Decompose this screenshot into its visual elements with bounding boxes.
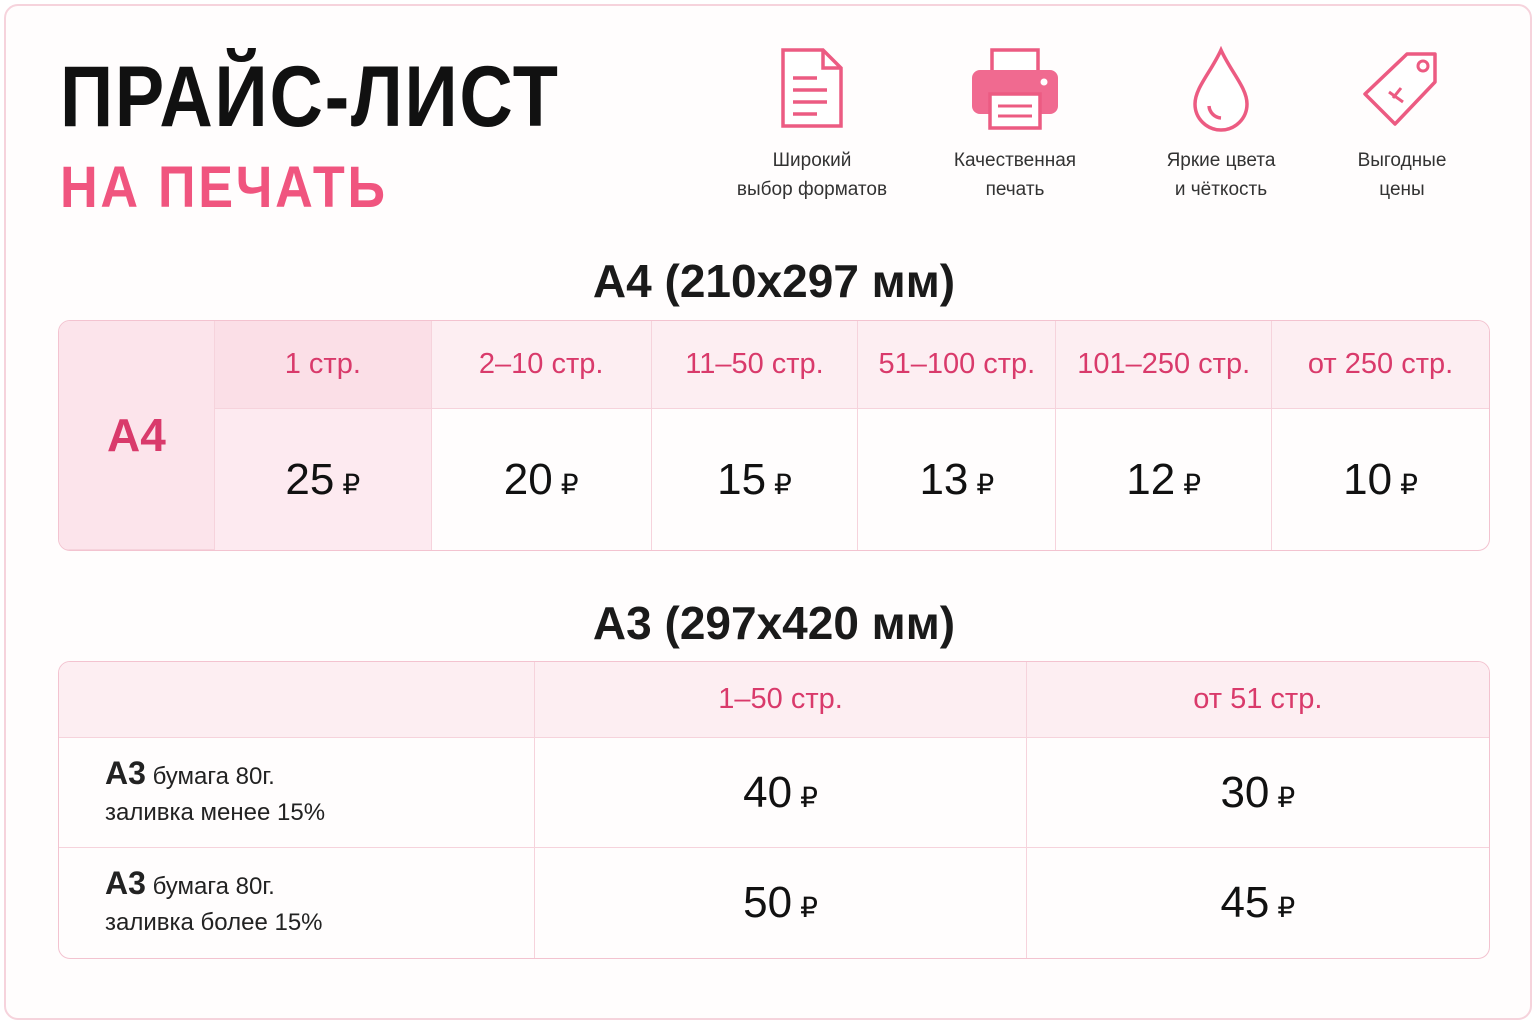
price-value: 15 [717, 454, 767, 504]
title: ПРАЙС-ЛИСТ [60, 49, 560, 145]
icon-printer [972, 48, 1058, 130]
header-cell: 1 стр. [214, 321, 432, 409]
price-cell: 15 ₽ [652, 409, 859, 550]
price-value: 25 [285, 454, 335, 504]
icon-drop [1193, 46, 1249, 132]
price-cell: 50 ₽ [535, 848, 1027, 958]
price-cell: 12 ₽ [1056, 409, 1273, 550]
header-cell: от 51 стр. [1026, 662, 1489, 738]
header-cell: 11–50 стр. [651, 321, 859, 409]
row: A3 бумага 80г. заливка более 15% 50 ₽45 ₽ [59, 848, 1489, 958]
price-value: 10 [1343, 454, 1393, 504]
row-label: A4 [59, 321, 215, 550]
header-cell: 2–10 стр. [431, 321, 652, 409]
feature-text: Широкий [772, 150, 852, 171]
currency: ₽ [800, 781, 818, 813]
feature: Широкий выбор форматов [712, 46, 912, 204]
price-value: 13 [919, 454, 969, 504]
section-title: A4 (210x297 мм) [592, 255, 956, 307]
price-cell: 30 ₽ [1026, 738, 1489, 848]
row-label: A3 бумага 80г. заливка более 15% [59, 848, 536, 958]
icon-document [781, 48, 843, 128]
icon-tag [1363, 52, 1437, 126]
currency: ₽ [342, 468, 361, 500]
feature-text: и чёткость [1174, 179, 1268, 200]
price-cell: 40 ₽ [535, 738, 1027, 848]
row: A3 бумага 80г. заливка менее 15% 40 ₽30 ₽ [59, 738, 1489, 848]
a4-table: A4 1 стр. 2–10 стр. 11–50 стр. 51–100 стр. 10… [58, 320, 1490, 551]
price-value: 12 [1126, 454, 1176, 504]
feature-text: Выгодные [1357, 150, 1447, 171]
paper: бумага 80г. [152, 762, 275, 790]
price-value: 40 [743, 767, 793, 817]
price-value: 30 [1220, 767, 1270, 817]
header-cell [59, 662, 536, 738]
feature-text: выбор форматов [736, 179, 888, 200]
currency: ₽ [1183, 468, 1202, 500]
header-cell: от 250 стр. [1272, 321, 1489, 409]
price-value: 45 [1220, 878, 1270, 927]
fill-info: заливка менее 15% [105, 798, 326, 826]
currency: ₽ [976, 468, 995, 500]
price-cell: 20 ₽ [432, 409, 652, 550]
section-title: A3 (297x420 мм) [592, 597, 956, 649]
price-cell: 10 ₽ [1272, 409, 1489, 550]
row-name: A3 [105, 754, 146, 791]
feature-text: Качественная [953, 150, 1077, 171]
header-cell: 101–250 стр. [1056, 321, 1273, 409]
feature: Качественная печать [915, 46, 1115, 204]
header-cell: 1–50 стр. [535, 662, 1027, 738]
currency: ₽ [560, 468, 579, 500]
price-cell: 13 ₽ [858, 409, 1057, 550]
currency: ₽ [800, 892, 818, 923]
price-value: 50 [743, 878, 793, 927]
feature: Яркие цвета и чёткость [1121, 46, 1321, 204]
feature-text: Яркие цвета [1166, 150, 1276, 171]
subtitle: НА ПЕЧАТЬ [60, 155, 388, 220]
price-value: 20 [503, 454, 553, 504]
feature-text: цены [1379, 179, 1425, 200]
feature-text: печать [985, 179, 1045, 200]
currency: ₽ [774, 468, 792, 500]
currency: ₽ [1277, 781, 1296, 813]
currency: ₽ [1277, 892, 1296, 923]
header-cell: 51–100 стр. [858, 321, 1057, 409]
row-name: A3 [105, 865, 146, 901]
fill-info: заливка более 15% [105, 909, 323, 936]
row-label: A3 бумага 80г. заливка менее 15% [59, 738, 536, 848]
price-cell: 45 ₽ [1027, 848, 1489, 958]
price-cell: 25 ₽ [214, 409, 432, 550]
currency: ₽ [1400, 468, 1418, 500]
paper: бумага 80г. [152, 873, 275, 900]
feature: Выгодные цены [1302, 46, 1502, 204]
a3-table: 1–50 стр. от 51 стр. A3 бумага 80г. заливк… [58, 661, 1490, 959]
card: ПРАЙС-ЛИСТ НА ПЕЧАТЬ Широкий выбор форма… [4, 4, 1532, 1020]
